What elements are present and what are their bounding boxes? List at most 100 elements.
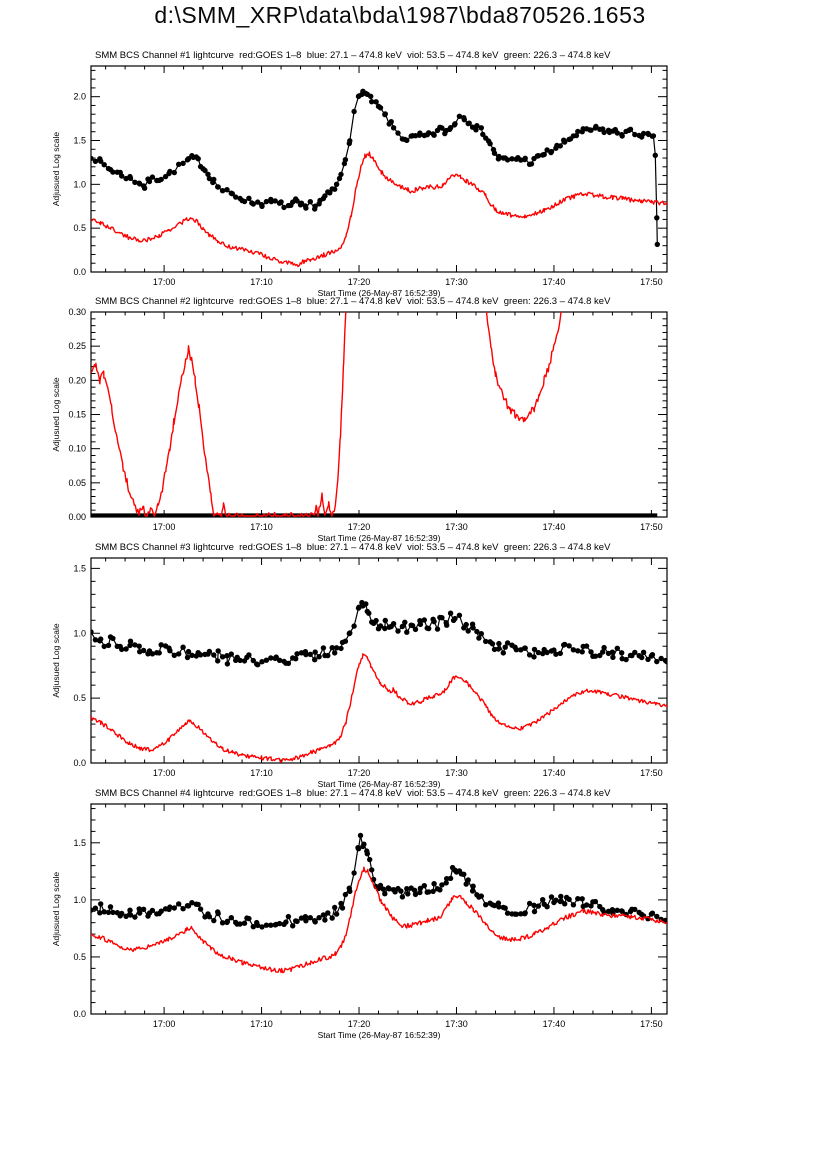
data-dot — [298, 200, 305, 206]
data-dot — [224, 918, 231, 924]
data-dot — [189, 900, 195, 906]
x-tick-label: 17:00 — [153, 277, 176, 287]
data-dot — [645, 656, 651, 663]
data-dot — [473, 127, 479, 133]
data-dot — [409, 622, 416, 629]
panel-3-series-1 — [91, 653, 667, 763]
y-tick-label: 0.0 — [73, 267, 86, 277]
data-dot — [211, 176, 217, 183]
data-dot — [513, 647, 520, 653]
data-dot — [575, 648, 581, 654]
data-dot — [105, 642, 112, 649]
data-dot — [399, 623, 406, 630]
data-dot — [461, 871, 467, 877]
data-dot — [272, 198, 278, 204]
data-dot — [557, 143, 563, 149]
data-dot — [654, 913, 660, 920]
data-dot — [431, 881, 437, 887]
data-dot — [654, 241, 660, 248]
data-dot — [474, 123, 480, 129]
data-dot — [211, 652, 217, 658]
y-tick-label: 1.0 — [73, 628, 86, 638]
data-dot — [197, 906, 204, 912]
x-tick-label: 17:30 — [445, 1019, 468, 1029]
data-dot — [312, 203, 318, 209]
data-dot — [197, 652, 204, 658]
data-dot — [386, 886, 392, 892]
data-dot — [465, 628, 471, 634]
y-tick-label: 0.0 — [73, 758, 86, 768]
data-dot — [658, 655, 664, 662]
data-dot — [110, 909, 116, 916]
panel-2-title: SMM BCS Channel #2 lightcurve red:GOES 1… — [95, 296, 611, 307]
curve — [91, 312, 562, 517]
panel-4: SMM BCS Channel #4 lightcurve red:GOES 1… — [51, 788, 668, 1040]
data-dot — [101, 162, 107, 168]
data-dot — [180, 906, 186, 912]
panel-3-y-axis-label: Adjusued Log scale — [51, 623, 61, 697]
data-dot — [382, 617, 388, 624]
data-dot — [233, 194, 239, 200]
data-dot — [316, 654, 322, 660]
data-dot — [439, 615, 445, 621]
data-dot — [502, 644, 508, 650]
y-tick-label: 1.0 — [73, 895, 86, 905]
data-dot — [447, 125, 454, 131]
curve — [91, 834, 667, 928]
panel-4-frame — [90, 803, 668, 1015]
data-dot — [303, 918, 309, 924]
data-dot — [211, 917, 217, 924]
data-dot — [294, 198, 300, 204]
x-tick-label: 17:20 — [348, 522, 371, 532]
data-dot — [522, 910, 528, 916]
data-dot — [562, 901, 568, 907]
data-dot — [158, 908, 164, 914]
data-dot — [557, 898, 563, 905]
data-dot — [255, 662, 261, 668]
data-dot — [444, 622, 450, 628]
data-dot — [180, 644, 186, 650]
data-dot — [132, 179, 138, 185]
data-dot — [228, 651, 234, 657]
panel-2-y-axis-label: Adjusued Log scale — [51, 377, 61, 451]
curve — [91, 90, 658, 245]
data-dot — [366, 610, 372, 616]
data-dot — [405, 891, 411, 897]
data-dot — [361, 841, 367, 847]
data-dot — [402, 619, 408, 625]
data-dot — [283, 919, 289, 925]
data-dot — [600, 649, 606, 655]
data-dot — [110, 169, 116, 175]
data-dot — [377, 105, 384, 111]
data-dot — [97, 910, 103, 916]
data-dot — [566, 643, 572, 649]
data-dot — [540, 897, 546, 903]
panel-3-series-0 — [91, 599, 667, 668]
data-dot — [528, 161, 535, 167]
data-dot — [333, 645, 340, 651]
data-dot — [259, 659, 265, 665]
data-dot — [167, 648, 173, 654]
data-dot — [579, 896, 585, 902]
x-tick-label: 17:00 — [153, 1019, 176, 1029]
data-dot — [500, 650, 506, 656]
data-dot — [369, 99, 375, 105]
data-dot — [195, 156, 201, 162]
data-dot — [293, 656, 299, 662]
data-dot — [127, 907, 133, 913]
curve — [91, 151, 667, 268]
data-dot — [395, 130, 401, 136]
data-dot — [575, 896, 581, 902]
data-dot — [541, 151, 547, 158]
data-dot — [382, 111, 388, 117]
data-dot — [322, 917, 328, 923]
data-dot — [105, 909, 112, 916]
data-dot — [548, 148, 555, 155]
data-dot — [98, 636, 104, 642]
panel-4-x-axis-label: Start Time (26-May-87 16:52:39) — [318, 1030, 441, 1040]
data-dot — [176, 161, 182, 167]
data-dot — [502, 905, 508, 911]
data-dot — [307, 199, 313, 205]
data-dot — [614, 907, 620, 913]
